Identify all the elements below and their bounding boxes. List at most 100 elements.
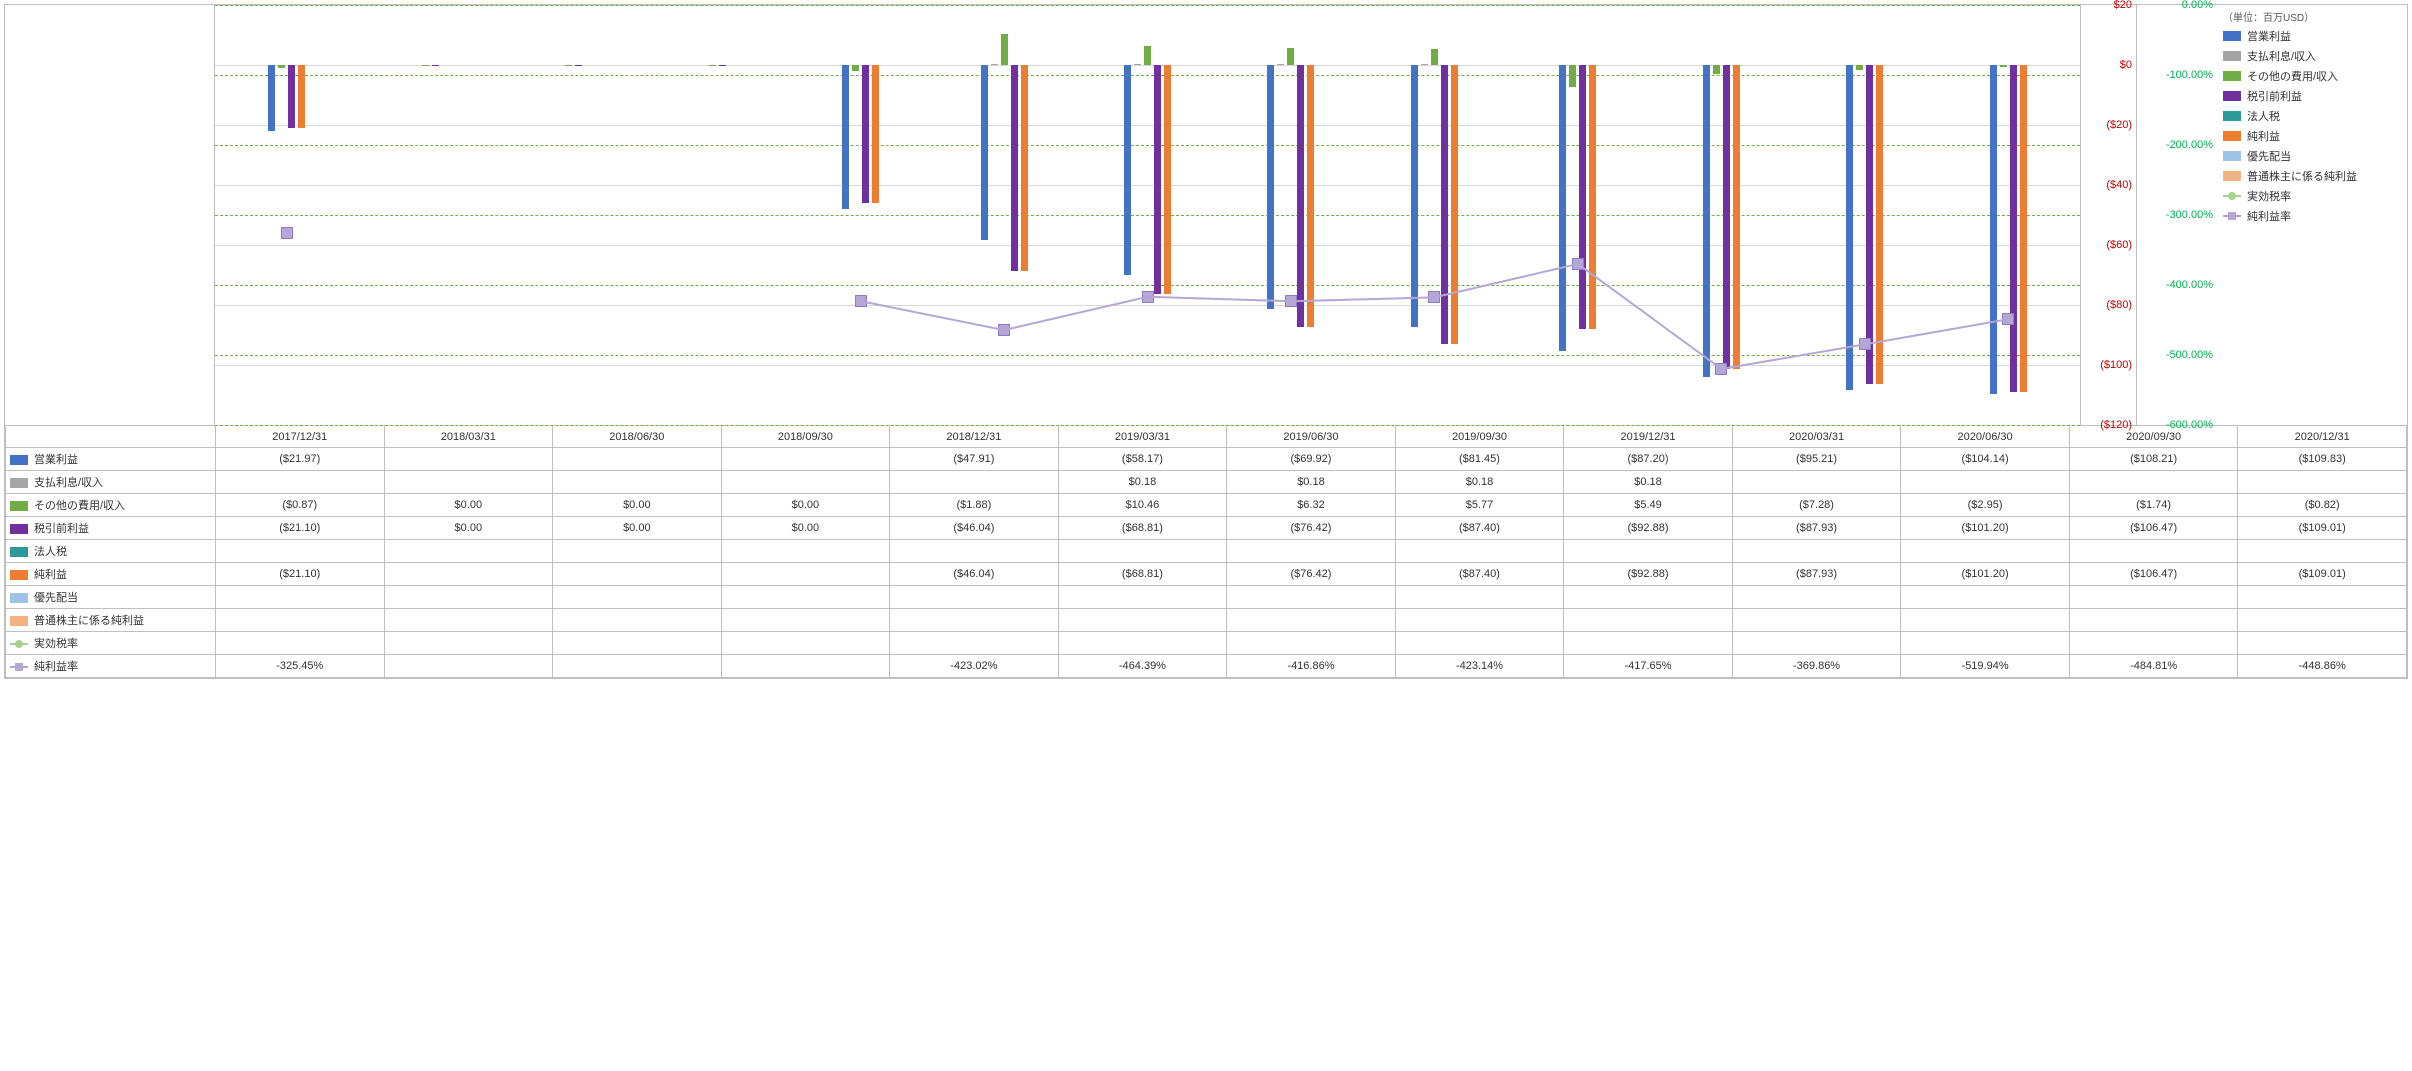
table-row: 普通株主に係る純利益 bbox=[6, 609, 2407, 632]
period-header: 2018/12/31 bbox=[890, 426, 1059, 448]
row-label-pref_div: 優先配当 bbox=[6, 586, 216, 609]
cell: ($81.45) bbox=[1395, 448, 1564, 471]
bar-op_income bbox=[1559, 65, 1566, 351]
legend-item-eff_tax: 実効税率 bbox=[2223, 188, 2401, 204]
y2-tick: 0.00% bbox=[2182, 0, 2213, 11]
bar-net bbox=[1021, 65, 1028, 271]
bar-pretax bbox=[862, 65, 869, 203]
cell bbox=[1227, 540, 1396, 563]
cell: $0.18 bbox=[1227, 471, 1396, 494]
cell bbox=[553, 471, 722, 494]
bar-op_income bbox=[1124, 65, 1131, 275]
cell: -416.86% bbox=[1227, 655, 1396, 678]
cell bbox=[2238, 632, 2407, 655]
cell: -423.14% bbox=[1395, 655, 1564, 678]
cell: -417.65% bbox=[1564, 655, 1733, 678]
cell bbox=[384, 563, 553, 586]
cell bbox=[1227, 609, 1396, 632]
cell: ($106.47) bbox=[2069, 563, 2238, 586]
bar-other bbox=[565, 65, 572, 66]
cell bbox=[1901, 540, 2070, 563]
cell: ($76.42) bbox=[1227, 563, 1396, 586]
cell: ($46.04) bbox=[890, 563, 1059, 586]
cell bbox=[553, 586, 722, 609]
y2-tick: -100.00% bbox=[2166, 69, 2213, 81]
y1-tick: $20 bbox=[2114, 0, 2132, 11]
period-header: 2020/12/31 bbox=[2238, 426, 2407, 448]
cell: -369.86% bbox=[1732, 655, 1901, 678]
cell bbox=[216, 540, 385, 563]
bar-pretax bbox=[1723, 65, 1730, 369]
bar-op_income bbox=[1846, 65, 1853, 390]
cell bbox=[2069, 471, 2238, 494]
cell: $0.18 bbox=[1058, 471, 1227, 494]
legend-item-interest: 支払利息/収入 bbox=[2223, 48, 2401, 64]
row-label-other: その他の費用/収入 bbox=[6, 494, 216, 517]
cell bbox=[2069, 632, 2238, 655]
period-header: 2020/06/30 bbox=[1901, 426, 2070, 448]
period-header: 2017/12/31 bbox=[216, 426, 385, 448]
cell bbox=[1901, 632, 2070, 655]
legend-label: 実効税率 bbox=[2247, 188, 2291, 204]
bar-net bbox=[298, 65, 305, 128]
cell bbox=[721, 586, 890, 609]
cell bbox=[384, 632, 553, 655]
period-header: 2019/06/30 bbox=[1227, 426, 1396, 448]
marker-net-margin bbox=[1859, 338, 1871, 350]
cell bbox=[1395, 586, 1564, 609]
marker-net-margin bbox=[281, 227, 293, 239]
bar-other bbox=[1856, 65, 1863, 70]
cell: ($68.81) bbox=[1058, 517, 1227, 540]
bar-net bbox=[1451, 65, 1458, 344]
cell: ($21.10) bbox=[216, 517, 385, 540]
bar-other bbox=[852, 65, 859, 71]
cell: ($87.93) bbox=[1732, 517, 1901, 540]
bar-pretax bbox=[575, 65, 582, 66]
cell: ($87.20) bbox=[1564, 448, 1733, 471]
y1-tick: ($100) bbox=[2100, 359, 2132, 371]
marker-net-margin bbox=[1142, 291, 1154, 303]
cell bbox=[1732, 586, 1901, 609]
cell: ($109.83) bbox=[2238, 448, 2407, 471]
bar-op_income bbox=[1411, 65, 1418, 327]
cell bbox=[1227, 632, 1396, 655]
bar-other bbox=[422, 65, 429, 66]
cell bbox=[553, 609, 722, 632]
cell: ($104.14) bbox=[1901, 448, 2070, 471]
cell bbox=[1564, 632, 1733, 655]
cell: $0.00 bbox=[721, 494, 890, 517]
cell: ($1.74) bbox=[2069, 494, 2238, 517]
y1-tick: ($20) bbox=[2106, 119, 2132, 131]
cell bbox=[2069, 609, 2238, 632]
cell bbox=[553, 540, 722, 563]
cell: ($0.87) bbox=[216, 494, 385, 517]
table-row: 法人税 bbox=[6, 540, 2407, 563]
bar-pretax bbox=[432, 65, 439, 66]
cell bbox=[890, 586, 1059, 609]
cell bbox=[721, 540, 890, 563]
cell: ($58.17) bbox=[1058, 448, 1227, 471]
cell: ($87.40) bbox=[1395, 563, 1564, 586]
cell: ($7.28) bbox=[1732, 494, 1901, 517]
legend-label: 純利益 bbox=[2247, 128, 2280, 144]
cell bbox=[384, 540, 553, 563]
cell: -325.45% bbox=[216, 655, 385, 678]
marker-net-margin bbox=[1428, 291, 1440, 303]
cell: ($87.93) bbox=[1732, 563, 1901, 586]
bar-op_income bbox=[1990, 65, 1997, 394]
row-label-net: 純利益 bbox=[6, 563, 216, 586]
bar-other bbox=[1431, 49, 1438, 65]
cell: ($101.20) bbox=[1901, 517, 2070, 540]
marker-net-margin bbox=[855, 295, 867, 307]
cell bbox=[216, 586, 385, 609]
cell bbox=[1058, 586, 1227, 609]
legend-item-tax: 法人税 bbox=[2223, 108, 2401, 124]
row-label-interest: 支払利息/収入 bbox=[6, 471, 216, 494]
cell bbox=[216, 471, 385, 494]
cell: ($108.21) bbox=[2069, 448, 2238, 471]
table-corner bbox=[6, 426, 216, 448]
cell bbox=[721, 471, 890, 494]
bar-other bbox=[709, 65, 716, 66]
marker-net-margin bbox=[998, 324, 1010, 336]
bar-other bbox=[2000, 65, 2007, 67]
